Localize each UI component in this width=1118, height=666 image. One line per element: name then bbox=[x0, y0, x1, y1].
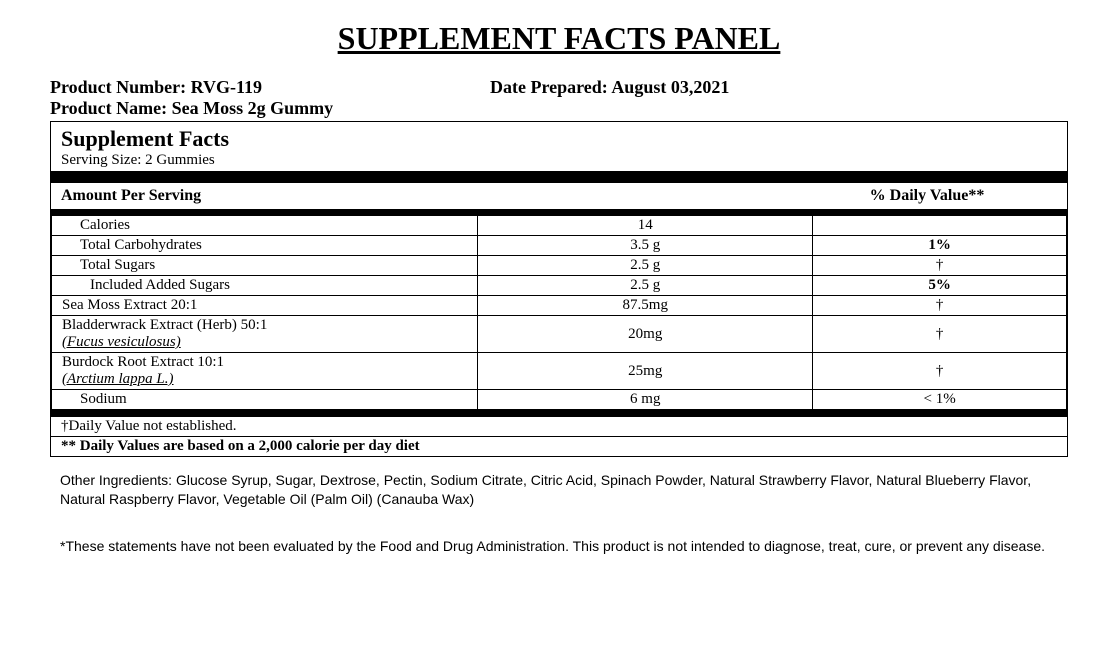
nutrient-name: Total Sugars bbox=[52, 256, 478, 276]
nutrient-amount: 20mg bbox=[478, 316, 813, 353]
nutrient-name: Bladderwrack Extract (Herb) 50:1(Fucus v… bbox=[52, 316, 478, 353]
fda-disclaimer: *These statements have not been evaluate… bbox=[60, 537, 1058, 556]
nutrient-amount: 6 mg bbox=[478, 390, 813, 410]
supplement-facts-panel: Supplement Facts Serving Size: 2 Gummies… bbox=[50, 121, 1068, 457]
nutrient-name: Calories bbox=[52, 216, 478, 236]
daily-value-header: % Daily Value** bbox=[797, 187, 1057, 205]
nutrient-amount: 3.5 g bbox=[478, 236, 813, 256]
meta-row-1: Product Number: RVG-119 Date Prepared: A… bbox=[50, 77, 1068, 98]
nutrient-dv: † bbox=[813, 296, 1067, 316]
date-prepared-label: Date Prepared: bbox=[490, 77, 611, 97]
nutrient-dv: † bbox=[813, 256, 1067, 276]
product-name: Sea Moss 2g Gummy bbox=[172, 98, 334, 118]
table-row: Calories14 bbox=[52, 216, 1067, 236]
product-number-label: Product Number: bbox=[50, 77, 191, 97]
nutrient-amount: 87.5mg bbox=[478, 296, 813, 316]
supplement-facts-heading: Supplement Facts bbox=[61, 126, 1057, 152]
table-row: Sodium6 mg< 1% bbox=[52, 390, 1067, 410]
nutrient-amount: 2.5 g bbox=[478, 276, 813, 296]
other-ingredients: Other Ingredients: Glucose Syrup, Sugar,… bbox=[60, 471, 1058, 509]
nutrient-name: Burdock Root Extract 10:1(Arctium lappa … bbox=[52, 353, 478, 390]
nutrient-dv: † bbox=[813, 316, 1067, 353]
nutrient-name: Sodium bbox=[52, 390, 478, 410]
nutrient-amount: 2.5 g bbox=[478, 256, 813, 276]
nutrient-name: Total Carbohydrates bbox=[52, 236, 478, 256]
nutrient-name: Included Added Sugars bbox=[52, 276, 478, 296]
table-row: Total Carbohydrates3.5 g1% bbox=[52, 236, 1067, 256]
table-row: Burdock Root Extract 10:1(Arctium lappa … bbox=[52, 353, 1067, 390]
nutrient-name: Sea Moss Extract 20:1 bbox=[52, 296, 478, 316]
table-row: Total Sugars2.5 g† bbox=[52, 256, 1067, 276]
amount-per-serving-header: Amount Per Serving bbox=[61, 187, 797, 205]
divider-thick bbox=[51, 171, 1067, 183]
footnote-dagger: †Daily Value not established. bbox=[51, 416, 1067, 436]
product-number: RVG-119 bbox=[191, 77, 262, 97]
nutrient-dv: 1% bbox=[813, 236, 1067, 256]
nutrient-amount: 25mg bbox=[478, 353, 813, 390]
page-title: SUPPLEMENT FACTS PANEL bbox=[50, 20, 1068, 57]
nutrient-dv: < 1% bbox=[813, 390, 1067, 410]
nutrient-dv bbox=[813, 216, 1067, 236]
nutrition-table: Calories14Total Carbohydrates3.5 g1%Tota… bbox=[51, 215, 1067, 410]
footnote-dv: ** Daily Values are based on a 2,000 cal… bbox=[51, 436, 1067, 456]
table-row: Bladderwrack Extract (Herb) 50:1(Fucus v… bbox=[52, 316, 1067, 353]
table-row: Included Added Sugars2.5 g5% bbox=[52, 276, 1067, 296]
product-name-label: Product Name: bbox=[50, 98, 172, 118]
table-row: Sea Moss Extract 20:187.5mg† bbox=[52, 296, 1067, 316]
serving-size: Serving Size: 2 Gummies bbox=[61, 152, 1057, 169]
nutrient-dv: † bbox=[813, 353, 1067, 390]
date-prepared: August 03,2021 bbox=[611, 77, 729, 97]
nutrient-amount: 14 bbox=[478, 216, 813, 236]
meta-row-2: Product Name: Sea Moss 2g Gummy bbox=[50, 98, 1068, 119]
nutrient-dv: 5% bbox=[813, 276, 1067, 296]
footnotes: †Daily Value not established. ** Daily V… bbox=[51, 416, 1067, 456]
